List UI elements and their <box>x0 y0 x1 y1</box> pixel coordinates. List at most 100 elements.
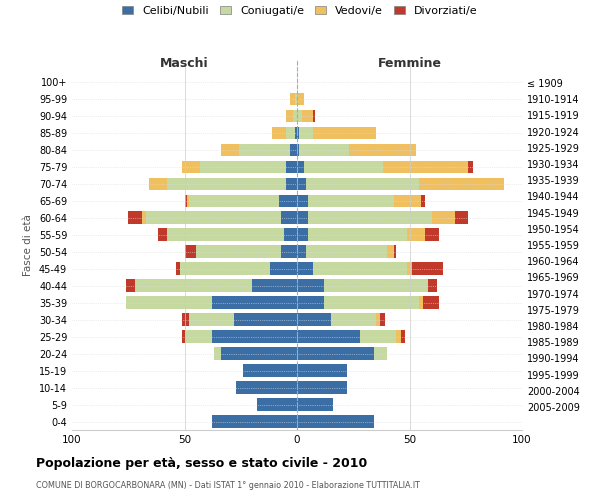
Bar <box>297 92 304 106</box>
Bar <box>349 144 416 156</box>
Bar <box>281 246 297 258</box>
Bar <box>295 92 297 106</box>
Bar <box>212 296 297 309</box>
Bar <box>419 296 423 309</box>
Bar <box>427 280 437 292</box>
Bar <box>293 110 297 122</box>
Bar <box>297 212 308 224</box>
Bar <box>272 126 286 140</box>
Legend: Celibi/Nubili, Coniugati/e, Vedovi/e, Divorziati/e: Celibi/Nubili, Coniugati/e, Vedovi/e, Di… <box>122 6 478 16</box>
Bar <box>299 144 349 156</box>
Bar <box>185 246 196 258</box>
Bar <box>187 194 189 207</box>
Bar <box>279 194 297 207</box>
Bar <box>302 110 313 122</box>
Bar <box>189 194 279 207</box>
Bar <box>455 212 468 224</box>
Bar <box>257 398 297 411</box>
Bar <box>324 296 419 309</box>
Bar <box>387 246 394 258</box>
Bar <box>221 144 239 156</box>
Bar <box>306 178 419 190</box>
Bar <box>182 330 185 343</box>
Bar <box>432 212 455 224</box>
Bar <box>212 330 297 343</box>
Bar <box>394 194 421 207</box>
Y-axis label: Fasce di età: Fasce di età <box>23 214 33 276</box>
Bar <box>423 296 439 309</box>
Bar <box>297 246 306 258</box>
Bar <box>360 330 396 343</box>
Bar <box>373 348 387 360</box>
Bar <box>295 126 297 140</box>
Bar <box>313 262 407 275</box>
Bar <box>297 280 324 292</box>
Bar <box>299 126 313 140</box>
Bar <box>297 314 331 326</box>
Bar <box>149 178 167 190</box>
Bar <box>401 330 405 343</box>
Bar <box>407 262 412 275</box>
Bar <box>135 280 252 292</box>
Bar <box>407 228 425 241</box>
Bar <box>297 381 347 394</box>
Bar <box>297 296 324 309</box>
Bar <box>383 160 468 173</box>
Bar <box>308 228 407 241</box>
Bar <box>331 314 376 326</box>
Bar <box>252 280 297 292</box>
Bar <box>396 330 401 343</box>
Bar <box>297 364 347 377</box>
Bar <box>308 194 394 207</box>
Bar <box>297 415 373 428</box>
Bar <box>290 144 297 156</box>
Bar <box>189 314 234 326</box>
Bar <box>126 296 212 309</box>
Bar <box>167 228 284 241</box>
Bar <box>394 246 396 258</box>
Bar <box>176 262 180 275</box>
Bar <box>425 228 439 241</box>
Bar <box>180 262 270 275</box>
Bar <box>284 228 297 241</box>
Bar <box>239 144 290 156</box>
Bar <box>297 194 308 207</box>
Bar <box>281 212 297 224</box>
Bar <box>270 262 297 275</box>
Bar <box>182 160 200 173</box>
Bar <box>221 348 297 360</box>
Bar <box>419 178 504 190</box>
Bar <box>421 194 425 207</box>
Bar <box>468 160 473 173</box>
Bar <box>308 212 432 224</box>
Bar <box>214 348 221 360</box>
Bar <box>196 246 281 258</box>
Bar <box>286 110 293 122</box>
Bar <box>297 330 360 343</box>
Bar <box>286 178 297 190</box>
Bar <box>313 110 315 122</box>
Bar <box>376 314 380 326</box>
Bar <box>412 262 443 275</box>
Bar <box>297 178 306 190</box>
Bar <box>286 160 297 173</box>
Bar <box>324 280 427 292</box>
Text: Popolazione per età, sesso e stato civile - 2010: Popolazione per età, sesso e stato civil… <box>36 458 367 470</box>
Bar <box>128 212 142 224</box>
Bar <box>126 280 135 292</box>
Bar <box>142 212 146 224</box>
Bar <box>297 228 308 241</box>
Bar <box>313 126 376 140</box>
Bar <box>297 110 302 122</box>
Text: COMUNE DI BORGOCARBONARA (MN) - Dati ISTAT 1° gennaio 2010 - Elaborazione TUTTIT: COMUNE DI BORGOCARBONARA (MN) - Dati IST… <box>36 480 420 490</box>
Bar <box>236 381 297 394</box>
Bar <box>182 314 189 326</box>
Bar <box>297 144 299 156</box>
Bar <box>286 126 295 140</box>
Text: Femmine: Femmine <box>377 57 442 70</box>
Bar <box>297 126 299 140</box>
Text: Maschi: Maschi <box>160 57 209 70</box>
Bar <box>243 364 297 377</box>
Bar <box>297 262 313 275</box>
Bar <box>212 415 297 428</box>
